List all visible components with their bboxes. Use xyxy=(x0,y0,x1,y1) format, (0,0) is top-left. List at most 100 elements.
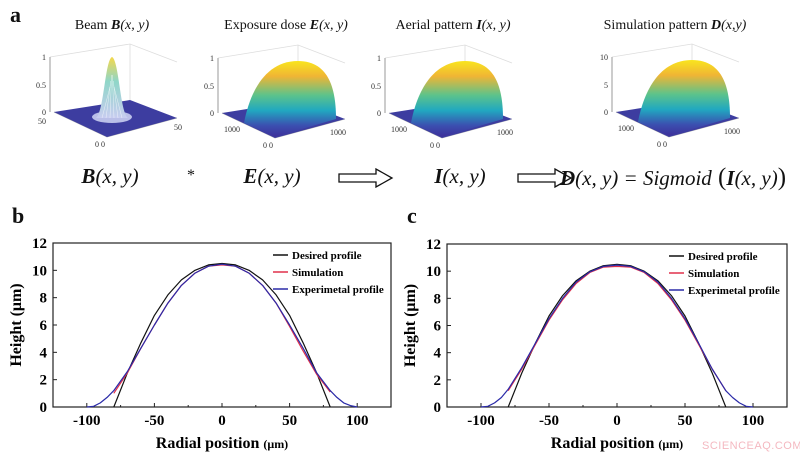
y-tick-label: 10 xyxy=(426,264,441,280)
watermark: SCIENCEAQ.COM xyxy=(702,440,800,452)
surface-title-aerial: Aerial pattern I(x, y) xyxy=(395,18,510,34)
right-axis-tick-label: 1000 xyxy=(724,127,740,136)
surface-title-exposure: Exposure dose E(x, y) xyxy=(224,18,348,34)
x-axis-label-text: Radial position xyxy=(156,435,264,452)
legend-label: Desired profile xyxy=(688,251,758,263)
y-axis-label: Height (μm) xyxy=(8,283,25,366)
x-tick-label: 0 xyxy=(613,413,621,429)
y-tick-label: 6 xyxy=(40,318,48,334)
z-tick-label: 0 xyxy=(42,108,46,117)
y-tick-label: 6 xyxy=(434,319,442,335)
y-tick-label: 8 xyxy=(40,291,48,307)
surface-dome xyxy=(244,61,336,137)
x-axis-label: Radial position (μm) xyxy=(156,435,288,452)
eq-args: (x, y) xyxy=(257,164,301,188)
y-tick-label: 0 xyxy=(434,400,442,416)
eq-paren: ( xyxy=(711,164,727,191)
right-axis-tick-label: 1000 xyxy=(497,128,513,137)
x-tick-label: 50 xyxy=(678,413,693,429)
y-tick-label: 12 xyxy=(426,237,441,253)
y-tick-label: 4 xyxy=(434,346,442,362)
x-tick-label: -100 xyxy=(467,413,495,429)
eq-paren: ) xyxy=(777,164,787,191)
legend-label: Desired profile xyxy=(292,250,362,262)
z-tick-label: 0 xyxy=(604,108,608,117)
eq-fn: I xyxy=(434,164,443,188)
mesh-line xyxy=(101,86,111,119)
y-axis-label: Height (μm) xyxy=(402,284,419,367)
surface-plot-dome: 10 5 0 1000 0 0 1000 xyxy=(600,43,740,149)
z-tick-label: 0 xyxy=(210,109,214,118)
left-axis-tick-label: 50 xyxy=(38,117,46,126)
x-tick-label: -100 xyxy=(73,413,101,429)
z-tick-label: 1 xyxy=(210,54,214,63)
surface-plot-dome: 1 0.5 0 1000 0 0 1000 xyxy=(204,44,346,150)
eq-args: (x, y) xyxy=(442,164,486,188)
y-tick-label: 10 xyxy=(32,263,47,279)
x-axis-label: Radial position (μm) xyxy=(551,435,683,452)
title-text: Exposure dose xyxy=(224,18,310,33)
origin-tick-label: 0 0 xyxy=(263,141,273,150)
equation-exposure: E(x, y) xyxy=(243,164,300,189)
z-tick-label: 1 xyxy=(377,54,381,63)
y-tick-label: 4 xyxy=(40,345,48,361)
panel-c-label: c xyxy=(407,203,417,228)
x-tick-label: 100 xyxy=(346,413,369,429)
z-tick-label: 0.5 xyxy=(204,82,214,91)
chart-b: -100 -50 0 50 100 0 2 4 6 8 10 12 Radial position (μ… xyxy=(8,236,392,452)
title-args: (x, y) xyxy=(120,18,150,33)
origin-tick-label: 0 0 xyxy=(657,140,667,149)
legend-label: Experimetal profile xyxy=(292,284,384,296)
z-tick-label: 1 xyxy=(42,53,46,62)
x-axis-label-text: Radial position xyxy=(551,435,659,452)
z-tick-label: 0.5 xyxy=(36,81,46,90)
x-tick-label: -50 xyxy=(539,413,559,429)
surface-plot-dome: 1 0.5 0 1000 0 0 1000 xyxy=(371,44,513,150)
right-axis-tick-label: 1000 xyxy=(330,128,346,137)
left-axis-tick-label: 1000 xyxy=(224,125,240,134)
x-tick-label: 50 xyxy=(282,413,297,429)
y-tick-label: 0 xyxy=(40,400,48,416)
eq-args: (x, y) xyxy=(734,166,778,190)
title-fn: D xyxy=(710,18,722,33)
title-text: Simulation pattern xyxy=(603,18,711,33)
left-axis-tick-label: 1000 xyxy=(391,125,407,134)
z-tick-label: 10 xyxy=(600,53,608,62)
title-fn: I xyxy=(476,18,482,33)
equation-sigmoid: D(x, y) = Sigmoid (I(x, y)) xyxy=(560,164,786,192)
series-line-experimetal-profile xyxy=(86,263,358,408)
mesh-line xyxy=(113,86,123,119)
eq-fn: E xyxy=(243,164,258,188)
title-fn: E xyxy=(309,18,320,33)
y-tick-label: 2 xyxy=(434,373,442,389)
eq-fn: B xyxy=(81,164,96,188)
origin-tick-label: 0 0 xyxy=(95,140,105,149)
y-tick-label: 12 xyxy=(32,236,47,252)
x-tick-label: -50 xyxy=(144,413,164,429)
origin-tick-label: 0 0 xyxy=(430,141,440,150)
convolution-operator: * xyxy=(187,167,195,184)
eq-args: (x, y) = xyxy=(575,166,643,190)
left-axis-tick-label: 1000 xyxy=(618,124,634,133)
title-args: (x, y) xyxy=(319,18,348,33)
z-tick-label: 5 xyxy=(604,81,608,90)
title-text: Beam xyxy=(74,18,112,33)
series-line-desired-profile xyxy=(507,263,727,408)
title-args: (x, y) xyxy=(481,18,511,33)
legend-label: Experimetal profile xyxy=(688,285,780,297)
y-tick-label: 8 xyxy=(434,291,442,307)
series-line-simulation xyxy=(507,265,727,392)
title-fn: B xyxy=(111,18,121,33)
x-axis-label-unit: (μm) xyxy=(658,437,683,451)
arrow-icon xyxy=(517,168,573,188)
panel-b-label: b xyxy=(12,203,25,228)
surface-dome xyxy=(638,60,730,136)
title-text: Aerial pattern xyxy=(395,18,477,33)
y-tick-label: 2 xyxy=(40,373,48,389)
equation-aerial: I(x, y) xyxy=(434,164,485,189)
eq-args: (x, y) xyxy=(95,164,139,188)
